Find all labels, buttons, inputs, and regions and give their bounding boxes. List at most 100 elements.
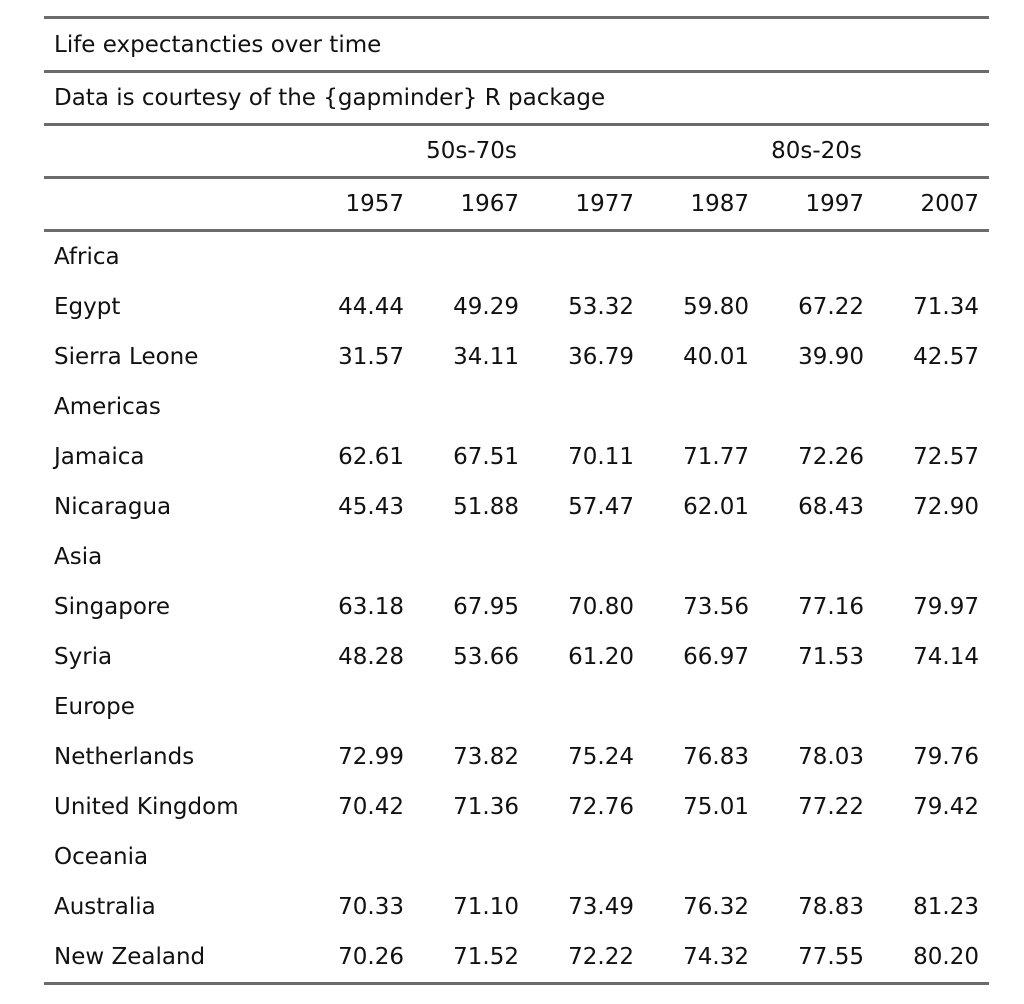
row-group-label: Africa bbox=[54, 244, 120, 270]
table-cell: 78.03 bbox=[798, 744, 864, 770]
table-cell: 81.23 bbox=[913, 894, 980, 920]
table-cell: 73.49 bbox=[568, 894, 634, 920]
table-subtitle: Data is courtesy of the {gapminder} R pa… bbox=[44, 70, 990, 125]
table-cell: 53.32 bbox=[568, 294, 634, 320]
table-cell: 31.57 bbox=[338, 344, 404, 370]
table-cell: 59.80 bbox=[683, 294, 749, 320]
table-cell: 67.51 bbox=[453, 444, 519, 470]
column-header: 1997 bbox=[759, 176, 874, 232]
country-label: Netherlands bbox=[54, 744, 195, 770]
table-row: New Zealand 70.26 71.52 72.22 74.32 77.55 80.2… bbox=[44, 932, 990, 985]
table-row: United Kingdom 70.42 71.36 72.76 75.01 77.22 7… bbox=[44, 782, 989, 832]
table-cell: 73.56 bbox=[683, 594, 749, 620]
table-cell: 61.20 bbox=[568, 644, 634, 670]
country-label: Jamaica bbox=[54, 444, 145, 470]
table-cell: 70.26 bbox=[299, 932, 414, 985]
table-cell: 36.79 bbox=[568, 344, 634, 370]
table-cell: 74.14 bbox=[913, 644, 980, 670]
spanner-row: 50s-70s 80s-20s bbox=[44, 123, 990, 178]
table-cell: 74.32 bbox=[644, 932, 759, 985]
stub-header-blank bbox=[44, 176, 299, 232]
table-cell: 44.44 bbox=[338, 294, 404, 320]
table-cell: 71.10 bbox=[453, 894, 519, 920]
table-cell: 40.01 bbox=[683, 344, 749, 370]
table-cell: 72.26 bbox=[798, 444, 864, 470]
table-cell: 72.90 bbox=[913, 494, 980, 520]
table-cell: 68.43 bbox=[798, 494, 864, 520]
table-cell: 80.20 bbox=[874, 932, 990, 985]
table-cell: 62.01 bbox=[683, 494, 749, 520]
table-row: Jamaica 62.61 67.51 70.11 71.77 72.26 72.57 bbox=[44, 432, 989, 482]
table-cell: 71.36 bbox=[453, 794, 519, 820]
table-cell: 57.47 bbox=[568, 494, 634, 520]
country-label: Sierra Leone bbox=[54, 344, 199, 370]
row-group-heading: Americas bbox=[44, 382, 989, 432]
table-cell: 48.28 bbox=[338, 644, 404, 670]
table-cell: 79.76 bbox=[913, 744, 980, 770]
table-cell: 72.99 bbox=[338, 744, 404, 770]
country-label: Australia bbox=[54, 894, 156, 920]
table-cell: 71.34 bbox=[913, 294, 980, 320]
table-cell: 70.33 bbox=[338, 894, 404, 920]
table-cell: 49.29 bbox=[453, 294, 519, 320]
column-header: 1967 bbox=[414, 176, 529, 232]
table-cell: 70.11 bbox=[568, 444, 634, 470]
table-cell: 72.76 bbox=[568, 794, 634, 820]
table-cell: 42.57 bbox=[913, 344, 980, 370]
table-row: Australia 70.33 71.10 73.49 76.32 78.83 81.23 bbox=[44, 882, 989, 932]
table-cell: 66.97 bbox=[683, 644, 749, 670]
table-row: Egypt 44.44 49.29 53.32 59.80 67.22 71.34 bbox=[44, 282, 989, 332]
table-cell: 45.43 bbox=[338, 494, 404, 520]
table-row: Singapore 63.18 67.95 70.80 73.56 77.16 79.97 bbox=[44, 582, 989, 632]
row-group-label: Oceania bbox=[54, 844, 149, 870]
table-cell: 78.83 bbox=[798, 894, 864, 920]
row-group-label: Americas bbox=[54, 394, 161, 420]
table-cell: 51.88 bbox=[453, 494, 519, 520]
spanner-80s-20s: 80s-20s bbox=[644, 123, 990, 178]
row-group-heading: Asia bbox=[44, 532, 989, 582]
row-group-label: Europe bbox=[54, 694, 135, 720]
spanner-50s-70s: 50s-70s bbox=[299, 123, 644, 178]
column-header: 1957 bbox=[299, 176, 414, 232]
table-cell: 39.90 bbox=[798, 344, 864, 370]
column-header: 2007 bbox=[874, 176, 990, 232]
stub-spanner-blank bbox=[44, 123, 299, 178]
table-cell: 79.97 bbox=[913, 594, 980, 620]
table-cell: 70.42 bbox=[338, 794, 404, 820]
table-cell: 77.22 bbox=[798, 794, 864, 820]
country-label: New Zealand bbox=[44, 932, 299, 985]
table-cell: 34.11 bbox=[453, 344, 519, 370]
table-cell: 67.95 bbox=[453, 594, 519, 620]
table-cell: 76.32 bbox=[683, 894, 749, 920]
table-cell: 79.42 bbox=[913, 794, 980, 820]
table-cell: 72.57 bbox=[913, 444, 980, 470]
table-cell: 77.16 bbox=[798, 594, 864, 620]
table-cell: 62.61 bbox=[338, 444, 404, 470]
country-label: Nicaragua bbox=[54, 494, 172, 520]
column-header: 1977 bbox=[529, 176, 644, 232]
table-row: Netherlands 72.99 73.82 75.24 76.83 78.03 79.7… bbox=[44, 732, 989, 782]
table-cell: 71.77 bbox=[683, 444, 749, 470]
table-cell: 73.82 bbox=[453, 744, 519, 770]
table-cell: 70.80 bbox=[568, 594, 634, 620]
row-group-heading: Africa bbox=[44, 231, 989, 283]
table-title: Life expectancties over time bbox=[44, 16, 990, 72]
column-header-row: 1957 1967 1977 1987 1997 2007 bbox=[44, 176, 990, 232]
country-label: Syria bbox=[54, 644, 113, 670]
table-cell: 76.83 bbox=[683, 744, 749, 770]
column-header: 1987 bbox=[644, 176, 759, 232]
table-cell: 71.52 bbox=[414, 932, 529, 985]
table-cell: 75.01 bbox=[683, 794, 749, 820]
country-label: Egypt bbox=[54, 294, 121, 320]
table-cell: 72.22 bbox=[529, 932, 644, 985]
table-body: Africa Egypt 44.44 49.29 53.32 59.80 67.22 71.3… bbox=[44, 231, 990, 985]
country-label: Singapore bbox=[54, 594, 171, 620]
subtitle-row: Data is courtesy of the {gapminder} R pa… bbox=[44, 70, 990, 125]
table-row: Sierra Leone 31.57 34.11 36.79 40.01 39.90 42.… bbox=[44, 332, 989, 382]
table-row: Syria 48.28 53.66 61.20 66.97 71.53 74.14 bbox=[44, 632, 989, 682]
table-cell: 53.66 bbox=[453, 644, 519, 670]
title-row: Life expectancties over time bbox=[44, 16, 990, 72]
table-cell: 75.24 bbox=[568, 744, 634, 770]
table-row: Nicaragua 45.43 51.88 57.47 62.01 68.43 72.90 bbox=[44, 482, 989, 532]
row-group-heading: Oceania bbox=[44, 832, 989, 882]
